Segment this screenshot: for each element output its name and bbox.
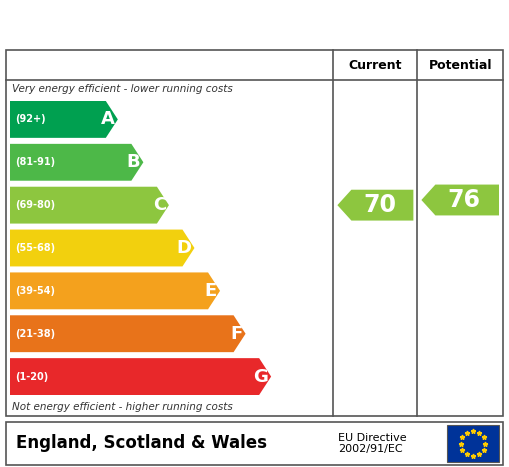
- Text: (69-80): (69-80): [15, 200, 55, 210]
- Polygon shape: [10, 315, 245, 352]
- Text: England, Scotland & Wales: England, Scotland & Wales: [16, 434, 267, 453]
- Text: (1-20): (1-20): [15, 372, 48, 382]
- Text: Current: Current: [349, 58, 402, 71]
- Text: A: A: [101, 110, 115, 128]
- Text: (92+): (92+): [15, 114, 46, 124]
- Text: G: G: [253, 368, 268, 386]
- Text: Potential: Potential: [429, 58, 492, 71]
- Text: E: E: [205, 282, 217, 300]
- Text: (55-68): (55-68): [15, 243, 55, 253]
- Polygon shape: [10, 230, 194, 267]
- Polygon shape: [337, 190, 413, 220]
- Polygon shape: [10, 272, 220, 309]
- Text: F: F: [231, 325, 243, 343]
- Polygon shape: [421, 184, 499, 215]
- Text: (21-38): (21-38): [15, 329, 55, 339]
- Polygon shape: [10, 101, 118, 138]
- Text: C: C: [153, 196, 166, 214]
- Text: Not energy efficient - higher running costs: Not energy efficient - higher running co…: [12, 402, 233, 412]
- Bar: [447, 425, 499, 462]
- Text: (81-91): (81-91): [15, 157, 55, 167]
- Text: 70: 70: [363, 193, 396, 217]
- Polygon shape: [10, 144, 144, 181]
- Polygon shape: [10, 358, 271, 395]
- Text: Very energy efficient - lower running costs: Very energy efficient - lower running co…: [12, 84, 233, 94]
- Text: B: B: [127, 153, 140, 171]
- Text: EU Directive
2002/91/EC: EU Directive 2002/91/EC: [338, 433, 407, 454]
- Text: Energy Efficiency Rating: Energy Efficiency Rating: [15, 13, 322, 33]
- Text: (39-54): (39-54): [15, 286, 55, 296]
- Polygon shape: [10, 187, 169, 224]
- Text: 76: 76: [448, 188, 480, 212]
- Text: D: D: [177, 239, 191, 257]
